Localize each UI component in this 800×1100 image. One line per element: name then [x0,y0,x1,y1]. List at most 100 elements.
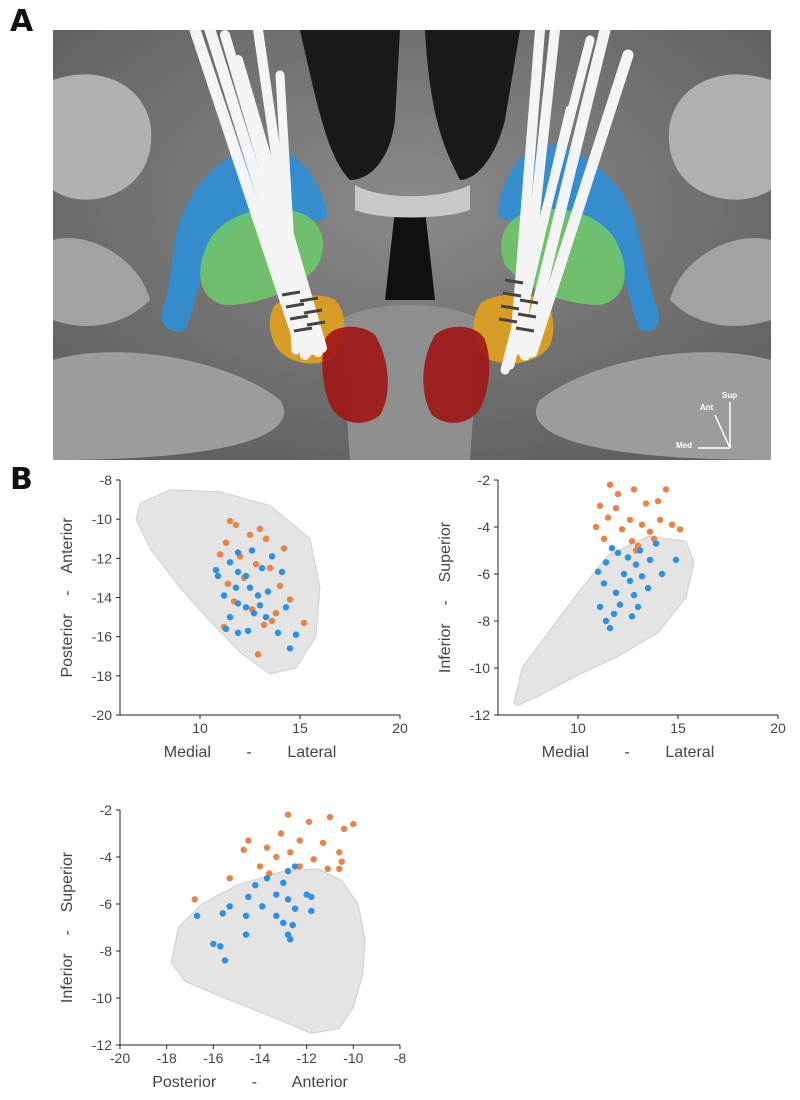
point-ml-ap-s1-3 [226,559,234,566]
point-ml-ap-s1-27 [286,645,294,652]
point-pa-is-s1-8 [273,891,280,898]
y-tick-label: -10 [92,511,112,527]
point-ml-is-s1-24 [606,624,614,632]
point-ml-ap-s1-22 [222,625,230,632]
point-ml-ap-s0-4 [256,525,264,533]
point-pa-is-s1-9 [284,896,292,903]
point-ml-ap-s0-12 [224,580,232,587]
point-ml-is-s0-8 [604,514,612,521]
left-ventricle [300,30,400,180]
x-tick-label: 10 [570,720,586,736]
point-ml-is-s1-12 [658,570,666,578]
right-hippocampal-region [535,352,771,460]
point-ml-is-s1-19 [616,601,624,608]
point-pa-is-s1-23 [210,940,217,948]
point-pa-is-s0-16 [256,863,264,870]
point-ml-is-s1-4 [624,554,632,561]
point-ml-ap-s0-2 [222,539,230,546]
point-ml-is-s1-23 [602,617,610,625]
y-tick-label: -16 [92,629,112,645]
hull-pa-is [170,868,366,1034]
point-ml-ap-s1-25 [274,629,282,636]
point-ml-is-s0-3 [662,486,670,493]
point-ml-ap-s1-23 [234,629,242,636]
point-ml-is-s1-18 [596,603,604,611]
point-ml-is-s1-2 [636,547,644,554]
x-tick-label: 20 [392,720,408,736]
point-ml-ap-s1-0 [234,549,242,556]
point-pa-is-s1-19 [289,921,296,929]
point-ml-is-s1-6 [632,561,640,568]
point-ml-is-s0-2 [630,486,638,493]
right-ventricle [425,30,520,180]
point-ml-ap-s1-15 [234,600,242,607]
point-pa-is-s0-10 [240,846,247,854]
y-tick-label: -12 [470,707,490,723]
point-ml-is-s0-15 [668,521,676,528]
x-axis-label: Medial - Lateral [164,744,337,761]
point-pa-is-s1-4 [280,879,287,886]
y-tick-label: -4 [100,849,113,865]
x-tick-label: -16 [203,1050,223,1066]
point-pa-is-s1-20 [242,931,250,938]
left-red-structure [322,326,388,423]
point-ml-ap-s0-10 [266,564,274,572]
left-lower-gyrus [53,238,150,326]
right-temporal-gyrus [668,74,771,200]
y-tick-label: -8 [100,472,113,488]
x-tick-label: -20 [110,1050,130,1066]
y-tick-label: -6 [478,566,491,582]
point-ml-is-s1-13 [600,580,608,587]
point-ml-is-s1-17 [630,591,638,599]
point-pa-is-s0-7 [296,837,303,844]
point-ml-is-s1-16 [612,589,620,596]
x-axis-label: Posterior - Anterior [152,1074,348,1091]
scatter-medial-lateral-vs-posterior-anterior: 10 15 20 -20 -18 -16 -14 -12 -10 -8 Medial - Later… [59,472,408,761]
point-pa-is-s1-24 [217,943,224,950]
point-ml-is-s0-13 [618,526,626,533]
point-ml-is-s0-9 [626,516,634,524]
y-tick-label: -20 [92,707,112,723]
orientation-med-label: Med [676,441,692,450]
point-pa-is-s1-2 [291,863,299,870]
point-ml-is-s0-1 [614,490,622,498]
point-ml-ap-s1-2 [268,553,276,560]
point-pa-is-s0-12 [336,849,343,856]
point-pa-is-s1-11 [259,903,266,910]
point-ml-ap-s0-13 [276,582,284,589]
y-tick-label: -2 [478,472,491,488]
left-temporal-gyrus [53,74,152,200]
right-electrode-contacts [498,278,539,333]
point-ml-ap-s1-7 [242,572,250,580]
point-pa-is-s0-1 [326,813,334,821]
left-electrode-contacts [281,290,326,333]
x-tick-label: -14 [250,1050,270,1066]
y-tick-label: -6 [100,896,113,912]
y-tick-label: -10 [92,990,112,1006]
point-ml-ap-s1-14 [264,588,272,595]
y-axis-label: Inferior - Superior [437,521,454,673]
point-pa-is-s1-18 [280,919,287,926]
point-ml-ap-s1-12 [220,592,228,599]
point-ml-ap-s1-4 [212,566,220,574]
point-ml-is-s0-11 [656,516,664,524]
point-ml-is-s1-3 [652,540,660,547]
point-ml-ap-s0-3 [246,531,254,538]
point-pa-is-s0-5 [277,830,285,837]
y-tick-label: -12 [92,1037,112,1053]
point-ml-is-s0-16 [676,526,684,533]
point-pa-is-s1-3 [252,882,259,889]
point-pa-is-s0-21 [191,896,198,903]
point-pa-is-s1-14 [193,912,201,919]
point-ml-is-s0-5 [612,505,620,512]
y-tick-label: -8 [100,943,113,959]
point-ml-is-s0-17 [600,535,608,542]
point-ml-is-s0-7 [654,498,662,505]
point-ml-is-s1-22 [628,613,636,620]
point-pa-is-s1-6 [308,893,315,901]
point-ml-is-s1-15 [644,584,652,592]
point-pa-is-s0-13 [273,853,280,861]
point-pa-is-s0-17 [296,863,303,870]
point-ml-ap-s1-16 [242,604,250,611]
point-ml-ap-s1-26 [292,631,300,638]
